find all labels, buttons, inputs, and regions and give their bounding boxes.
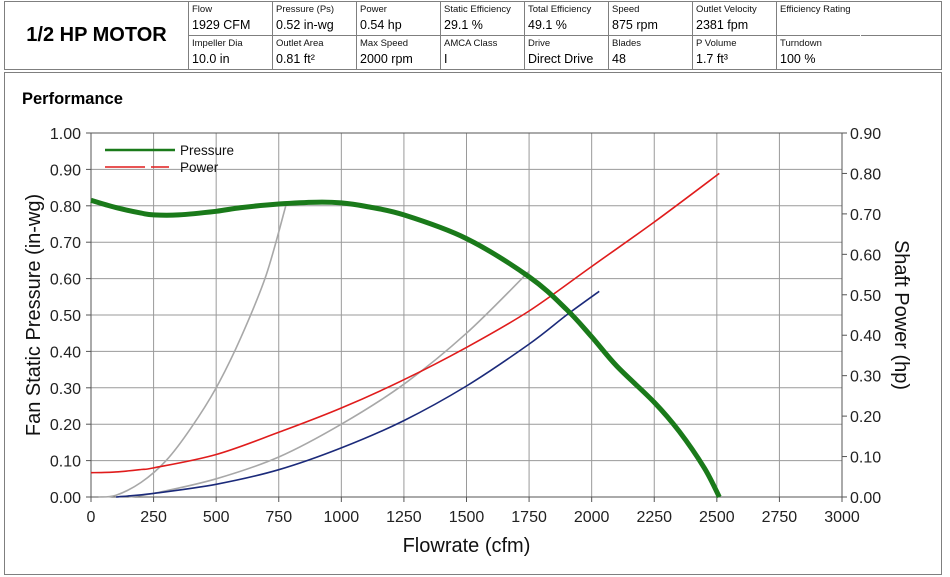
y-tick-label: 0.60 xyxy=(50,272,81,289)
spec-cell-p-volume: P Volume 1.7 ft³ xyxy=(693,36,777,69)
spec-label: Outlet Velocity xyxy=(696,4,757,15)
y-tick-label: 0.30 xyxy=(50,381,81,398)
series-power xyxy=(90,172,720,474)
y-axis-title: Fan Static Pressure (in-wg) xyxy=(23,194,45,436)
y2-tick-label: 0.80 xyxy=(850,166,881,183)
spec-value: 0.81 ft² xyxy=(276,52,315,66)
spec-label: Total Efficiency xyxy=(528,4,592,15)
spec-value: 2381 fpm xyxy=(696,18,749,32)
spec-value: Direct Drive xyxy=(528,52,594,66)
spec-cell-flow: Flow 1929 CFM xyxy=(189,2,273,36)
y2-tick-label: 0.60 xyxy=(850,247,881,264)
spec-value: 1.7 ft³ xyxy=(696,52,728,66)
y2-tick-label: 0.20 xyxy=(850,409,881,426)
spec-value: 48 xyxy=(612,52,626,66)
spec-label: Efficiency Rating xyxy=(780,4,851,15)
x-tick-label: 2750 xyxy=(762,509,798,526)
y2-tick-label: 0.90 xyxy=(850,126,881,143)
x-axis-title: Flowrate (cfm) xyxy=(403,535,531,557)
spec-value: 875 rpm xyxy=(612,18,658,32)
spec-cell-blades: Blades 48 xyxy=(609,36,693,69)
y-tick-label: 0.40 xyxy=(50,344,81,361)
series-pressure xyxy=(90,197,722,499)
spec-label: AMCA Class xyxy=(444,38,498,49)
spec-value: 0.52 in-wg xyxy=(276,18,334,32)
spec-cell-empty xyxy=(861,2,941,36)
spec-label: Max Speed xyxy=(360,38,409,49)
x-tick-label: 1250 xyxy=(386,509,422,526)
y2-tick-label: 0.10 xyxy=(850,450,881,467)
spec-label: Power xyxy=(360,4,387,15)
spec-cell-speed: Speed 875 rpm xyxy=(609,2,693,36)
panel-title: Performance xyxy=(22,90,123,108)
spec-cell-turndown: Turndown 100 % xyxy=(777,36,860,69)
y-tick-label: 0.20 xyxy=(50,417,81,434)
performance-panel: Performance xyxy=(4,72,942,575)
y-tick-label: 0.80 xyxy=(50,199,81,216)
spec-label: Static Efficiency xyxy=(444,4,511,15)
spec-label: Speed xyxy=(612,4,640,15)
y-tick-label: 0.10 xyxy=(50,454,81,471)
spec-value: 2000 rpm xyxy=(360,52,413,66)
y2-tick-label: 0.50 xyxy=(850,288,881,305)
spec-value: 1929 CFM xyxy=(192,18,251,32)
series-reference-curve xyxy=(128,270,530,498)
x-tick-label: 750 xyxy=(265,509,292,526)
spec-label: Drive xyxy=(528,38,551,49)
fan-title: 1/2 HP MOTOR xyxy=(5,2,189,69)
spec-cell-efficiency-rating: Efficiency Rating xyxy=(777,2,860,36)
y2-tick-label: 0.00 xyxy=(850,490,881,507)
spec-cell-amca-class: AMCA Class I xyxy=(441,36,525,69)
spec-cell-drive: Drive Direct Drive xyxy=(525,36,609,69)
x-tick-label: 1000 xyxy=(324,509,360,526)
spec-label: Flow xyxy=(192,4,213,15)
y2-tick-label: 0.70 xyxy=(850,207,881,224)
spec-cell-static-efficiency: Static Efficiency 29.1 % xyxy=(441,2,525,36)
spec-label: Blades xyxy=(612,38,642,49)
spec-cell-total-efficiency: Total Efficiency 49.1 % xyxy=(525,2,609,36)
spec-label: Impeller Dia xyxy=(192,38,243,49)
spec-label: Turndown xyxy=(780,38,822,49)
y-tick-label: 0.90 xyxy=(50,162,81,179)
legend-label-power: Power xyxy=(180,160,219,175)
spec-value: 0.54 hp xyxy=(360,18,402,32)
x-tick-label: 500 xyxy=(203,509,230,526)
x-tick-label: 0 xyxy=(87,509,96,526)
spec-value: 10.0 in xyxy=(192,52,230,66)
spec-value: 29.1 % xyxy=(444,18,483,32)
y2-tick-label: 0.30 xyxy=(850,369,881,386)
performance-chart: 0 250 500 750 1000 1250 1500 1750 2000 2250 2500 27… xyxy=(23,126,912,557)
spec-cell-outlet-velocity: Outlet Velocity 2381 fpm xyxy=(693,2,777,36)
y-tick-label: 0.50 xyxy=(50,308,81,325)
spec-cell-power: Power 0.54 hp xyxy=(357,2,441,36)
x-tick-label: 2000 xyxy=(574,509,610,526)
spec-cell-empty xyxy=(861,36,941,69)
x-tick-label: 250 xyxy=(140,509,167,526)
x-tick-label: 3000 xyxy=(824,509,860,526)
x-tick-label: 1500 xyxy=(449,509,485,526)
y2-axis-title: Shaft Power (hp) xyxy=(890,240,912,390)
spec-label: Outlet Area xyxy=(276,38,324,49)
spec-label: P Volume xyxy=(696,38,737,49)
spec-cell-outlet-area: Outlet Area 0.81 ft² xyxy=(273,36,357,69)
series-reference-curve xyxy=(98,203,288,498)
y-tick-label: 0.70 xyxy=(50,235,81,252)
legend-label-pressure: Pressure xyxy=(180,143,234,158)
series-system-curve xyxy=(115,290,600,498)
x-tick-label: 1750 xyxy=(511,509,547,526)
x-tick-label: 2500 xyxy=(699,509,735,526)
y-tick-label: 1.00 xyxy=(50,126,81,143)
x-tick-label: 2250 xyxy=(636,509,672,526)
spec-label: Pressure (Ps) xyxy=(276,4,335,15)
spec-cell-pressure-ps: Pressure (Ps) 0.52 in-wg xyxy=(273,2,357,36)
spec-cell-impeller-dia: Impeller Dia 10.0 in xyxy=(189,36,273,69)
spec-value: 100 % xyxy=(780,52,816,66)
spec-cell-max-speed: Max Speed 2000 rpm xyxy=(357,36,441,69)
y-tick-label: 0.00 xyxy=(50,490,81,507)
spec-value: 49.1 % xyxy=(528,18,567,32)
y2-tick-label: 0.40 xyxy=(850,328,881,345)
spec-value: I xyxy=(444,52,448,66)
spec-table: 1/2 HP MOTOR Flow 1929 CFM Pressure (Ps) 0.… xyxy=(4,1,942,70)
